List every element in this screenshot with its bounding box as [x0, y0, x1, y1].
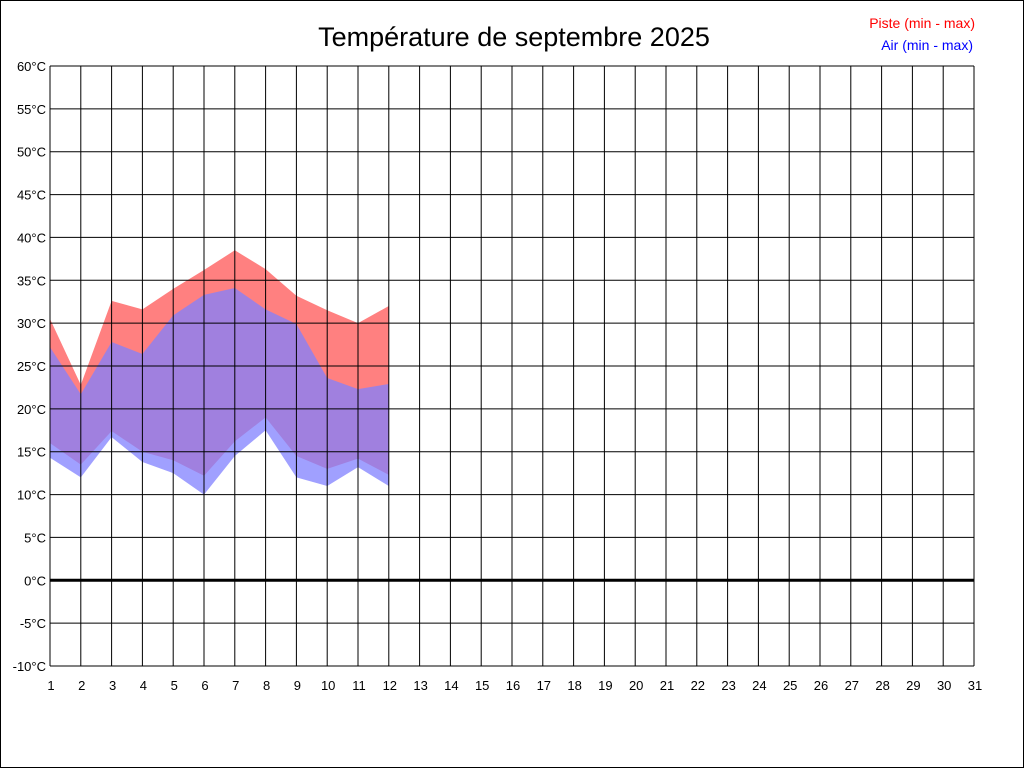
- x-tick-label: 22: [691, 678, 705, 693]
- y-tick-label: 55°C: [17, 102, 46, 117]
- x-tick-label: 7: [232, 678, 239, 693]
- series-areas: [50, 250, 389, 495]
- y-tick-label: 30°C: [17, 316, 46, 331]
- x-tick-label: 27: [845, 678, 859, 693]
- x-tick-label: 31: [968, 678, 982, 693]
- x-tick-label: 30: [937, 678, 951, 693]
- x-tick-label: 15: [475, 678, 489, 693]
- y-tick-label: 15°C: [17, 445, 46, 460]
- x-tick-label: 17: [537, 678, 551, 693]
- x-tick-label: 16: [506, 678, 520, 693]
- x-tick-label: 4: [140, 678, 147, 693]
- x-tick-label: 5: [171, 678, 178, 693]
- y-tick-label: 50°C: [17, 145, 46, 160]
- y-tick-label: 10°C: [17, 488, 46, 503]
- y-tick-label: 45°C: [17, 188, 46, 203]
- x-tick-label: 18: [567, 678, 581, 693]
- x-tick-label: 1: [47, 678, 54, 693]
- y-tick-label: 25°C: [17, 359, 46, 374]
- y-tick-label: -5°C: [20, 616, 46, 631]
- series-area-air: [50, 288, 389, 495]
- x-tick-label: 2: [78, 678, 85, 693]
- x-tick-label: 6: [201, 678, 208, 693]
- x-tick-label: 14: [444, 678, 458, 693]
- x-tick-label: 10: [321, 678, 335, 693]
- legend-entry-air: Air (min - max): [881, 37, 973, 53]
- y-tick-label: 5°C: [24, 530, 46, 545]
- y-tick-label: 60°C: [17, 59, 46, 74]
- x-tick-label: 24: [752, 678, 766, 693]
- y-axis-ticks: -10°C -5°C 0°C 5°C 10°C 15°C 20°C 25°C 30°C 35°C 4…: [13, 59, 46, 674]
- y-tick-label: 0°C: [24, 573, 46, 588]
- x-tick-label: 25: [783, 678, 797, 693]
- x-tick-label: 21: [660, 678, 674, 693]
- y-tick-label: 35°C: [17, 273, 46, 288]
- x-tick-label: 9: [294, 678, 301, 693]
- x-tick-label: 3: [109, 678, 116, 693]
- y-tick-label: 20°C: [17, 402, 46, 417]
- grid-lines: [49, 65, 975, 667]
- x-tick-label: 12: [383, 678, 397, 693]
- x-tick-label: 13: [413, 678, 427, 693]
- x-tick-label: 23: [721, 678, 735, 693]
- x-tick-label: 28: [875, 678, 889, 693]
- x-tick-label: 8: [263, 678, 270, 693]
- legend-entry-piste: Piste (min - max): [869, 15, 975, 31]
- x-tick-label: 20: [629, 678, 643, 693]
- x-tick-label: 11: [352, 678, 366, 693]
- y-tick-label: 40°C: [17, 230, 46, 245]
- chart-title: Température de septembre 2025: [318, 22, 710, 52]
- y-tick-label: -10°C: [13, 659, 46, 674]
- x-tick-label: 29: [906, 678, 920, 693]
- x-tick-label: 26: [814, 678, 828, 693]
- x-axis-ticks: 1 2 3 4 5 6 7 8 9 10 11 12 13 14 15 16 17 18 19 20 21 22 23 24 2…: [47, 678, 982, 693]
- x-tick-label: 19: [598, 678, 612, 693]
